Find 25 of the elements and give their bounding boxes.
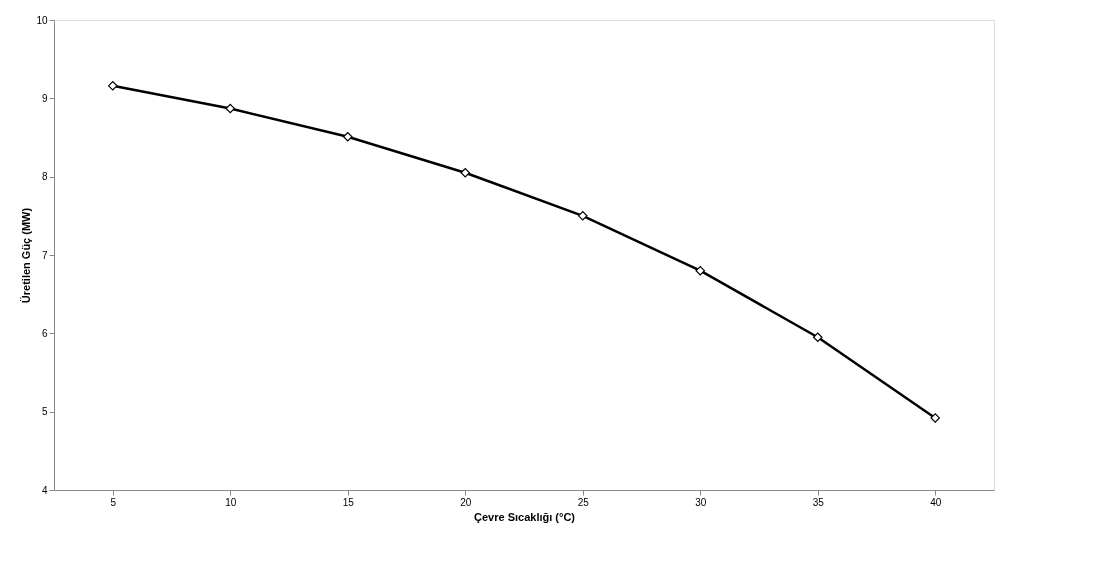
point — [460, 167, 471, 178]
point — [577, 211, 588, 221]
y-axis-title: Üretilen Güç (MW) — [20, 207, 33, 304]
y-tick-label: 10 — [36, 14, 48, 26]
x-tick-label: 15 — [342, 496, 355, 508]
y-tick-label: 7 — [41, 249, 48, 261]
x-tick-label: 35 — [812, 496, 825, 508]
x-tick-label: 40 — [930, 496, 942, 508]
y-tick-label: 9 — [41, 92, 48, 104]
x-axis-title: Çevre Sıcaklığı (°C) — [474, 510, 576, 523]
x-tick-label: 10 — [225, 496, 237, 508]
y-tick-label: 4 — [41, 484, 48, 496]
x-tick-label: 30 — [695, 496, 707, 508]
y-tick-label: 5 — [41, 406, 48, 418]
y-tick-label: 8 — [41, 171, 48, 183]
point — [107, 81, 118, 91]
y-tick-label: 6 — [41, 327, 48, 339]
point — [812, 332, 823, 343]
x-tick-label: 25 — [577, 496, 590, 508]
point — [225, 103, 236, 114]
point — [930, 413, 941, 423]
point — [342, 131, 353, 142]
x-tick-label: 20 — [460, 496, 472, 508]
x-tick-label: 5 — [110, 496, 117, 508]
point — [695, 265, 706, 276]
